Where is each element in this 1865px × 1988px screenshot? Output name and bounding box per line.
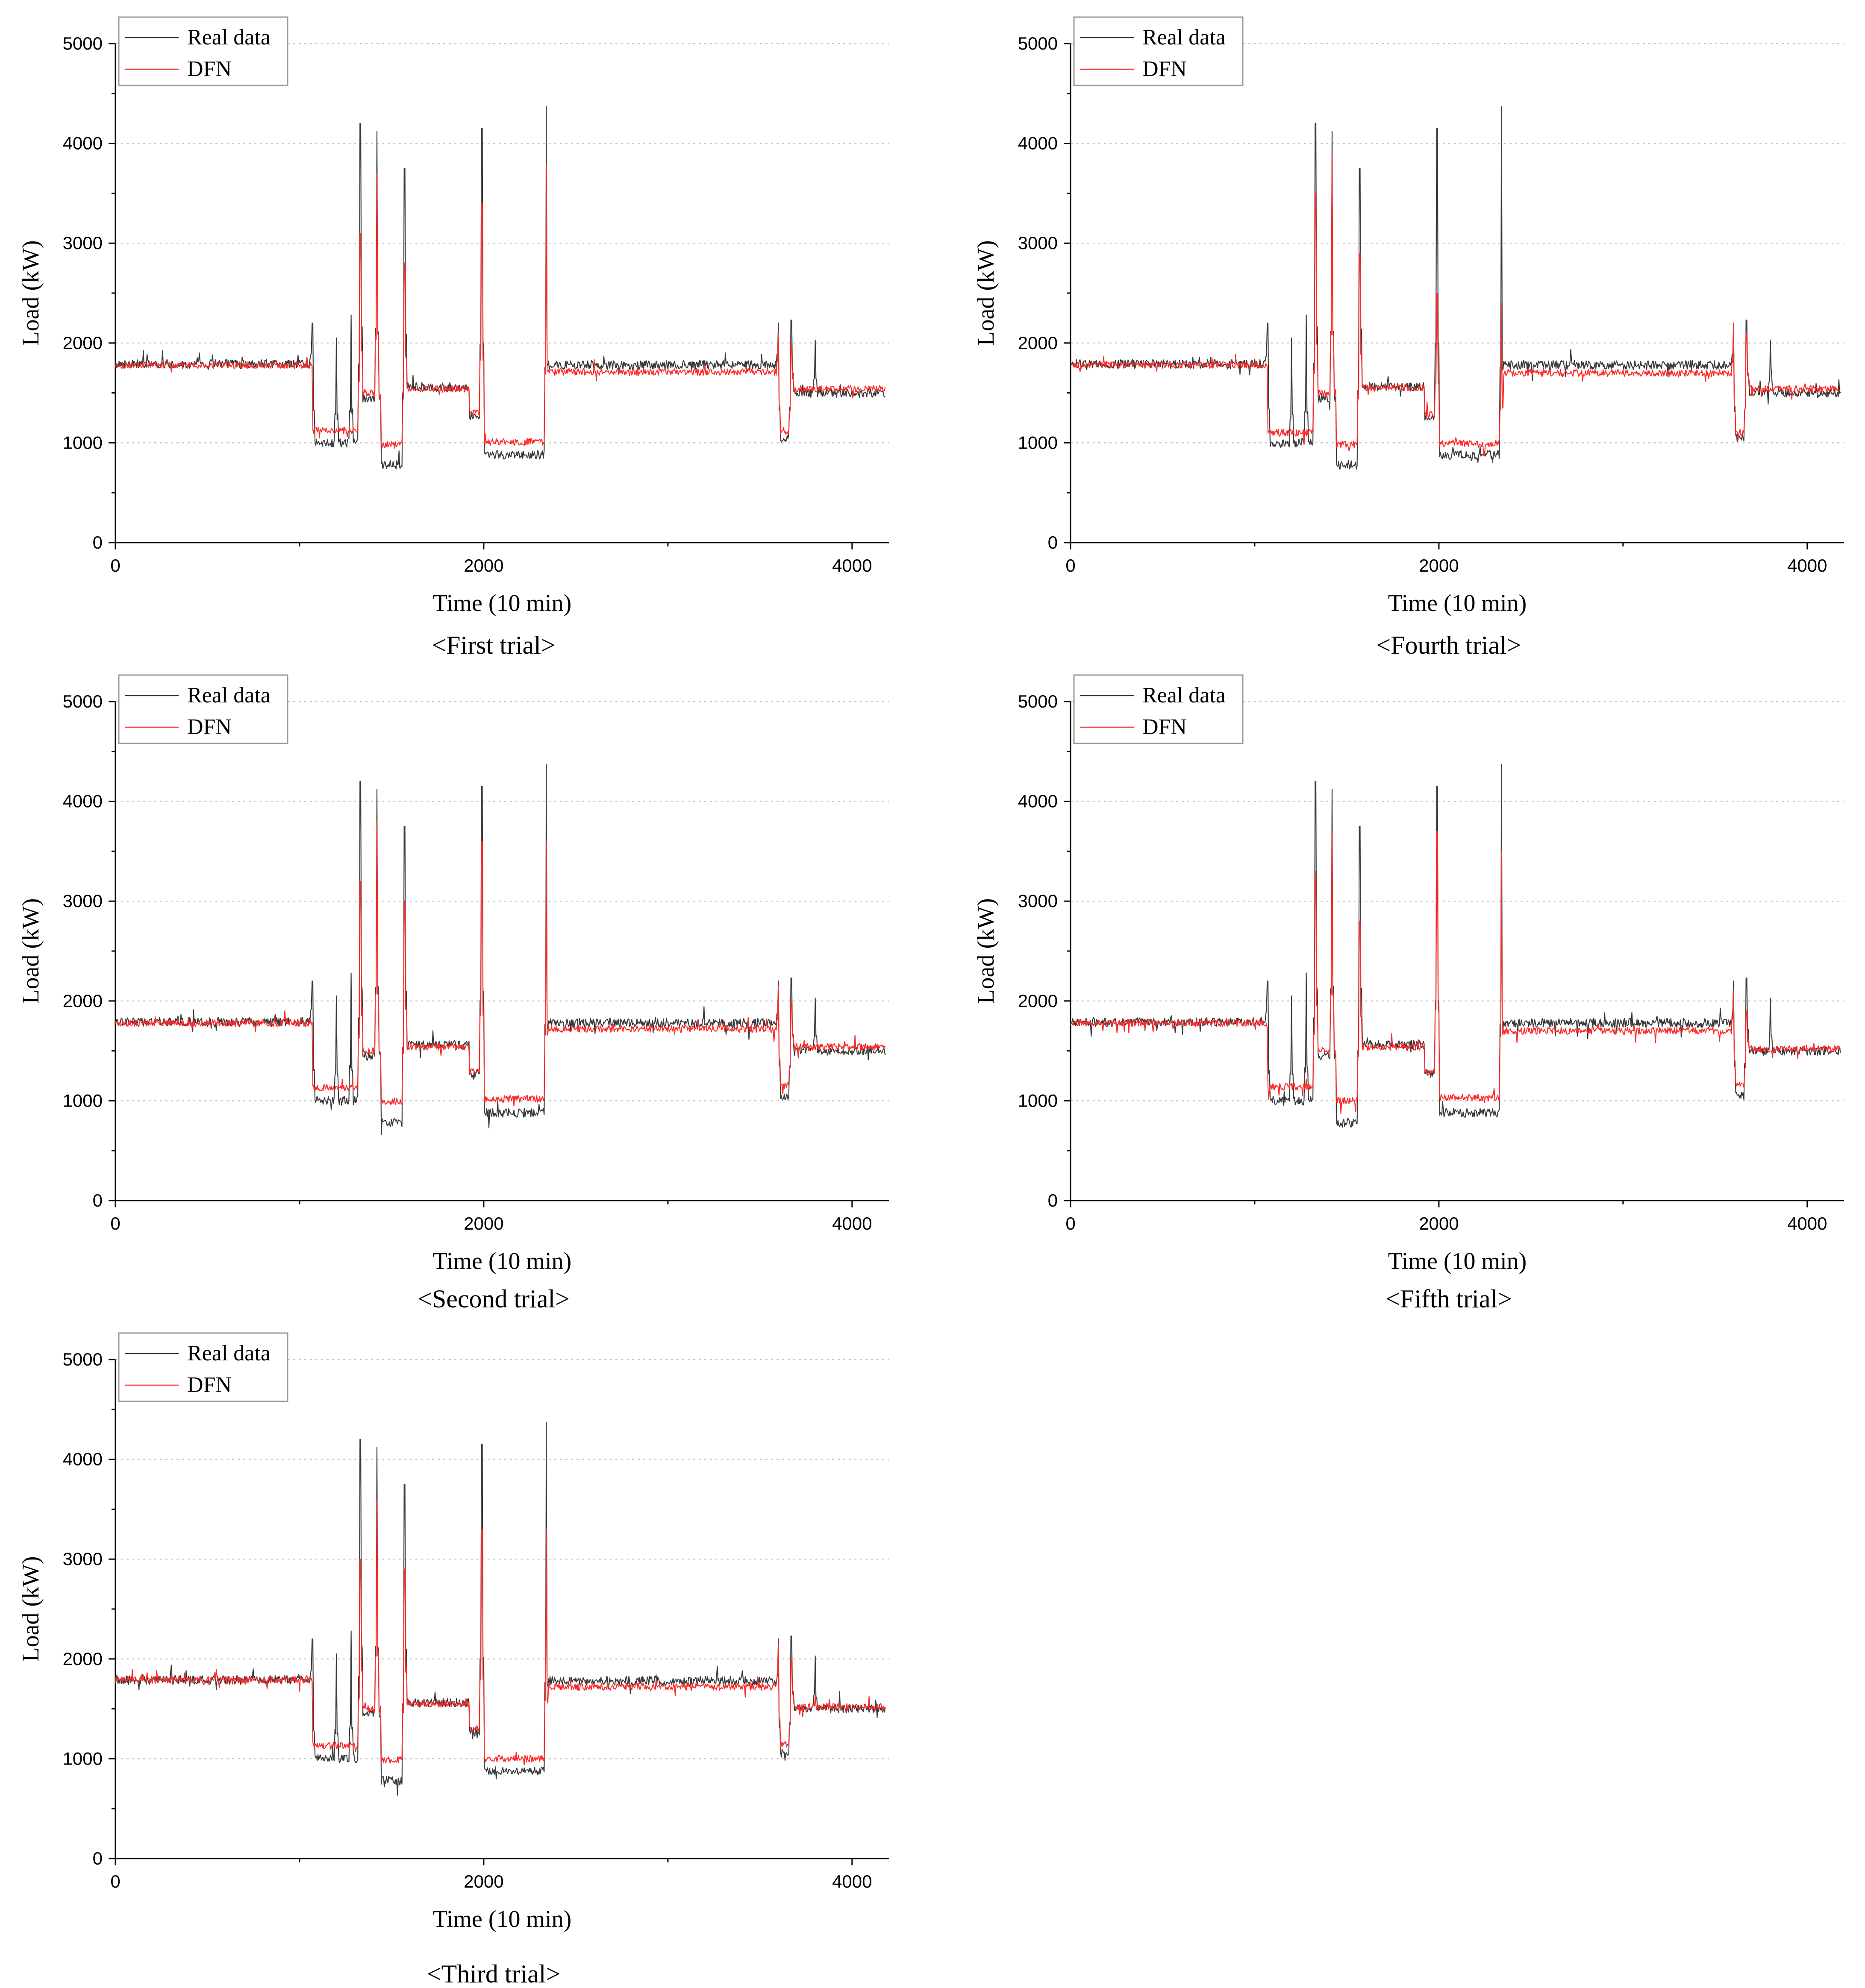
x-tick-label: 0 [1065, 555, 1075, 576]
y-tick-label: 0 [1048, 532, 1058, 552]
x-tick-label: 2000 [1419, 555, 1459, 576]
trial-caption: <Fifth trial> [1386, 1285, 1512, 1313]
series-line-real-data [1070, 106, 1841, 470]
y-tick-label: 2000 [63, 333, 103, 353]
trial-caption: <Fourth trial> [1376, 631, 1521, 659]
legend-label-real-data: Real data [1142, 25, 1226, 50]
series-line-real-data [1070, 764, 1841, 1128]
legend-label-dfn: DFN [187, 57, 232, 81]
x-tick-label: 4000 [832, 555, 872, 576]
chart-panel-1: 0 1000 2000 3000 4000 5000 0 2000 4000 Time (10 m… [18, 16, 889, 659]
y-tick-label: 4000 [63, 1449, 103, 1469]
y-tick-label: 3000 [1018, 233, 1058, 253]
y-axis-title: Load (kW) [18, 898, 44, 1004]
legend-label-real-data: Real data [1142, 683, 1226, 708]
y-tick-label: 0 [93, 532, 103, 552]
legend-label-dfn: DFN [187, 715, 232, 739]
y-tick-label: 2000 [1018, 991, 1058, 1011]
y-tick-label: 4000 [1018, 133, 1058, 153]
y-tick-label: 5000 [63, 33, 103, 53]
legend-label-dfn: DFN [187, 1373, 232, 1397]
y-tick-label: 2000 [1018, 333, 1058, 353]
series-line-real-data [115, 106, 886, 470]
legend: Real data DFN [118, 1332, 288, 1402]
y-tick-label: 5000 [63, 691, 103, 711]
x-axis-title: Time (10 min) [433, 1906, 572, 1932]
y-axis-title: Load (kW) [973, 898, 999, 1004]
y-tick-label: 4000 [63, 791, 103, 811]
y-tick-label: 3000 [63, 1549, 103, 1569]
x-tick-label: 4000 [832, 1871, 872, 1891]
chart-panel-2: 0 1000 2000 3000 4000 5000 0 2000 4000 Time (10 m… [18, 674, 889, 1313]
x-tick-label: 2000 [464, 555, 503, 576]
x-tick-label: 0 [1065, 1213, 1075, 1233]
legend-label-real-data: Real data [187, 1341, 271, 1365]
y-tick-label: 3000 [63, 233, 103, 253]
y-axis-title: Load (kW) [18, 1556, 44, 1662]
y-tick-label: 0 [93, 1848, 103, 1868]
trial-caption: <First trial> [432, 631, 555, 659]
x-axis-title: Time (10 min) [1388, 1248, 1527, 1274]
y-tick-label: 0 [93, 1190, 103, 1210]
series-line-real-data [115, 1422, 886, 1796]
legend-label-real-data: Real data [187, 25, 271, 50]
chart-panel-4: 0 1000 2000 3000 4000 5000 0 2000 4000 Time (10 m… [973, 16, 1844, 659]
y-axis-title: Load (kW) [973, 240, 999, 346]
y-tick-label: 1000 [1018, 432, 1058, 452]
legend-label-dfn: DFN [1142, 57, 1187, 81]
y-tick-label: 1000 [63, 432, 103, 452]
chart-panel-3: 0 1000 2000 3000 4000 5000 0 2000 4000 Time (10 m… [18, 1332, 889, 1988]
y-tick-label: 1000 [1018, 1090, 1058, 1110]
legend-label-dfn: DFN [1142, 715, 1187, 739]
y-tick-label: 3000 [1018, 891, 1058, 911]
y-tick-label: 0 [1048, 1190, 1058, 1210]
legend: Real data DFN [1073, 674, 1244, 744]
series-line-dfn [115, 1498, 886, 1765]
y-tick-label: 1000 [63, 1748, 103, 1768]
y-tick-label: 3000 [63, 891, 103, 911]
legend-box [118, 674, 288, 744]
series-line-dfn [115, 821, 886, 1107]
legend: Real data DFN [118, 674, 288, 744]
legend-label-real-data: Real data [187, 683, 271, 708]
y-tick-label: 4000 [63, 133, 103, 153]
y-axis-title: Load (kW) [18, 240, 44, 346]
y-tick-label: 5000 [63, 1349, 103, 1369]
x-tick-label: 4000 [1787, 555, 1827, 576]
x-tick-label: 2000 [464, 1213, 503, 1233]
x-tick-label: 2000 [464, 1871, 503, 1891]
x-axis-title: Time (10 min) [433, 1248, 572, 1274]
legend-box [1073, 674, 1244, 744]
x-tick-label: 4000 [832, 1213, 872, 1233]
trial-caption: <Third trial> [427, 1960, 561, 1988]
legend: Real data DFN [118, 16, 288, 86]
x-axis-title: Time (10 min) [1388, 590, 1527, 617]
y-tick-label: 5000 [1018, 691, 1058, 711]
series-line-dfn [1070, 153, 1841, 457]
series-line-real-data [115, 764, 886, 1135]
y-tick-label: 2000 [63, 991, 103, 1011]
y-tick-label: 1000 [63, 1090, 103, 1110]
legend-box [1073, 16, 1244, 86]
x-tick-label: 0 [110, 1871, 120, 1891]
series-line-dfn [1070, 831, 1841, 1114]
chart-panel-5: 0 1000 2000 3000 4000 5000 0 2000 4000 Time (10 m… [973, 674, 1844, 1313]
x-tick-label: 0 [110, 1213, 120, 1233]
legend: Real data DFN [1073, 16, 1244, 86]
x-tick-label: 2000 [1419, 1213, 1459, 1233]
x-tick-label: 0 [110, 555, 120, 576]
x-tick-label: 4000 [1787, 1213, 1827, 1233]
series-line-dfn [115, 163, 886, 449]
y-tick-label: 2000 [63, 1649, 103, 1669]
y-tick-label: 4000 [1018, 791, 1058, 811]
y-tick-label: 5000 [1018, 33, 1058, 53]
x-axis-title: Time (10 min) [433, 590, 572, 617]
legend-box [118, 1332, 288, 1402]
trial-caption: <Second trial> [418, 1285, 570, 1313]
legend-box [118, 16, 288, 86]
